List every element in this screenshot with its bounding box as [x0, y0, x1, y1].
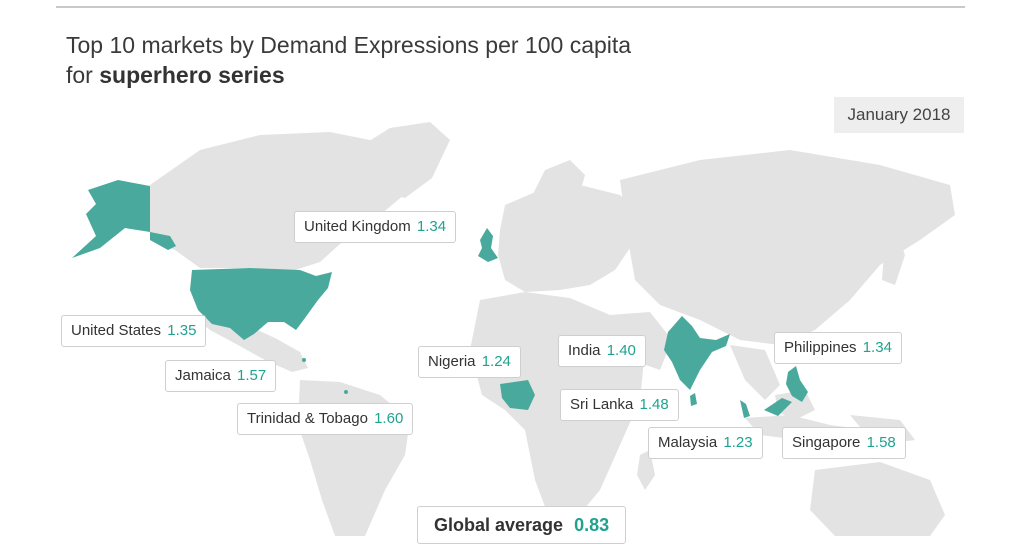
market-name: Sri Lanka [570, 396, 634, 413]
land-europe [498, 185, 640, 292]
region-sri-lanka [690, 393, 697, 406]
highlighted-markets [72, 180, 808, 418]
market-value: 1.34 [862, 339, 892, 356]
global-average-value: 0.83 [574, 515, 610, 535]
region-india [664, 316, 730, 390]
region-united-states [190, 268, 332, 340]
top-divider [56, 6, 965, 8]
market-name: United States [71, 322, 162, 339]
market-value: 1.57 [237, 367, 267, 384]
label-united-states: United States 1.35 [61, 315, 207, 347]
market-name: Nigeria [428, 353, 476, 370]
title-prefix: for [66, 62, 100, 88]
market-value: 1.34 [416, 218, 447, 235]
land-japan [882, 232, 905, 285]
region-malaysia-borneo [764, 398, 792, 416]
market-value: 1.60 [374, 410, 404, 427]
market-name: Trinidad & Tobago [247, 410, 368, 427]
title-line-2: for superhero series [66, 60, 631, 90]
region-jamaica [302, 358, 306, 362]
land-greenland [355, 122, 450, 198]
land-canada [150, 132, 420, 270]
global-average-badge: Global average 0.83 [417, 506, 627, 544]
market-name: United Kingdom [304, 218, 411, 235]
market-name: Jamaica [175, 367, 231, 384]
land-masses [150, 122, 955, 536]
land-borneo [775, 390, 815, 420]
land-se-asia [730, 345, 780, 400]
label-nigeria: Nigeria 1.24 [418, 346, 521, 378]
market-name: Singapore [792, 434, 861, 451]
land-scandinavia [530, 160, 585, 212]
market-value: 1.23 [723, 434, 753, 451]
region-alaska [72, 180, 176, 258]
land-australia [810, 462, 945, 536]
label-trinidad-tobago: Trinidad & Tobago 1.60 [237, 403, 414, 435]
market-value: 1.24 [481, 353, 511, 370]
region-philippines [786, 366, 808, 402]
date-badge: January 2018 [834, 97, 964, 133]
label-united-kingdom: United Kingdom 1.34 [294, 211, 457, 243]
global-average-label: Global average [434, 515, 564, 535]
land-asia [620, 150, 955, 345]
map-title: Top 10 markets by Demand Expressions per… [66, 30, 631, 90]
market-value: 1.58 [866, 434, 896, 451]
market-name: Malaysia [658, 434, 718, 451]
region-united-kingdom [478, 228, 498, 262]
label-singapore: Singapore 1.58 [782, 427, 906, 459]
market-value: 1.35 [167, 322, 197, 339]
label-jamaica: Jamaica 1.57 [165, 360, 277, 392]
label-india: India 1.40 [558, 335, 646, 367]
region-trinidad [344, 390, 348, 394]
region-malaysia [740, 400, 750, 418]
land-mexico [195, 318, 308, 372]
region-nigeria [500, 380, 535, 410]
market-value: 1.40 [606, 342, 636, 359]
title-genre: superhero series [99, 62, 285, 88]
market-value: 1.48 [639, 396, 669, 413]
market-name: Philippines [784, 339, 857, 356]
land-madagascar [637, 450, 655, 490]
label-philippines: Philippines 1.34 [774, 332, 902, 364]
market-name: India [568, 342, 601, 359]
title-line-1: Top 10 markets by Demand Expressions per… [66, 32, 632, 58]
label-malaysia: Malaysia 1.23 [648, 427, 763, 459]
label-sri-lanka: Sri Lanka 1.48 [560, 389, 679, 421]
